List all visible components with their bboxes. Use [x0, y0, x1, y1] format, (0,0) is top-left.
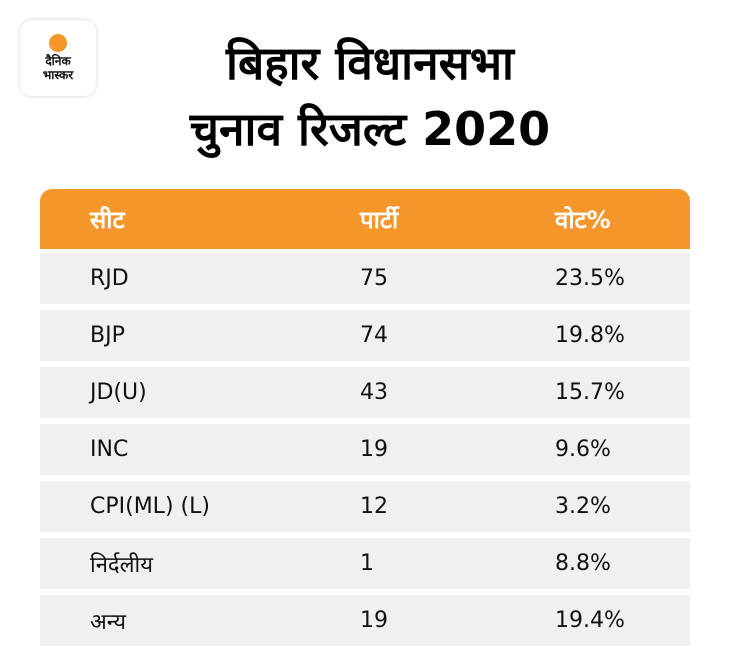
- vote-share: 9.6%: [555, 437, 611, 462]
- table-row: निर्दलीय 1 8.8%: [40, 538, 690, 589]
- title-line-2: चुनाव रिजल्ट 2020: [189, 102, 551, 156]
- seat-count: 19: [360, 608, 388, 633]
- table-row: INC 19 9.6%: [40, 424, 690, 475]
- vote-share: 15.7%: [555, 380, 625, 405]
- party-name: JD(U): [90, 380, 147, 405]
- table-row: JD(U) 43 15.7%: [40, 367, 690, 418]
- table-header: सीट पार्टी वोट%: [40, 189, 690, 249]
- table-row: RJD 75 23.5%: [40, 253, 690, 304]
- vote-share: 3.2%: [555, 494, 611, 519]
- sun-dot-icon: [49, 34, 67, 52]
- title-line-1: बिहार विधानसभा: [226, 36, 514, 90]
- results-table: सीट पार्टी वोट% RJD 75 23.5% BJP 74 19.8…: [40, 189, 690, 652]
- header-seat: सीट: [90, 205, 125, 234]
- seat-count: 12: [360, 494, 388, 519]
- header-party: पार्टी: [360, 205, 399, 234]
- vote-share: 19.8%: [555, 323, 625, 348]
- party-name: BJP: [90, 323, 125, 348]
- vote-share: 19.4%: [555, 608, 625, 633]
- vote-share: 8.8%: [555, 551, 611, 576]
- party-name: CPI(ML) (L): [90, 494, 210, 519]
- page-title: बिहार विधानसभा चुनाव रिजल्ट 2020: [120, 30, 620, 162]
- header-vote: वोट%: [555, 205, 611, 234]
- table-row: CPI(ML) (L) 12 3.2%: [40, 481, 690, 532]
- seat-count: 19: [360, 437, 388, 462]
- party-name: निर्दलीय: [90, 552, 153, 578]
- seat-count: 43: [360, 380, 388, 405]
- party-name: अन्य: [90, 609, 127, 635]
- seat-count: 75: [360, 266, 388, 291]
- party-name: RJD: [90, 266, 129, 291]
- seat-count: 74: [360, 323, 388, 348]
- logo-text-line-2: भास्कर: [42, 68, 74, 82]
- table-row: BJP 74 19.8%: [40, 310, 690, 361]
- party-name: INC: [90, 437, 129, 462]
- table-row: अन्य 19 19.4%: [40, 595, 690, 646]
- logo-text-line-1: दैनिक: [45, 54, 71, 68]
- brand-logo: दैनिक भास्कर: [20, 20, 96, 96]
- seat-count: 1: [360, 551, 374, 576]
- vote-share: 23.5%: [555, 266, 625, 291]
